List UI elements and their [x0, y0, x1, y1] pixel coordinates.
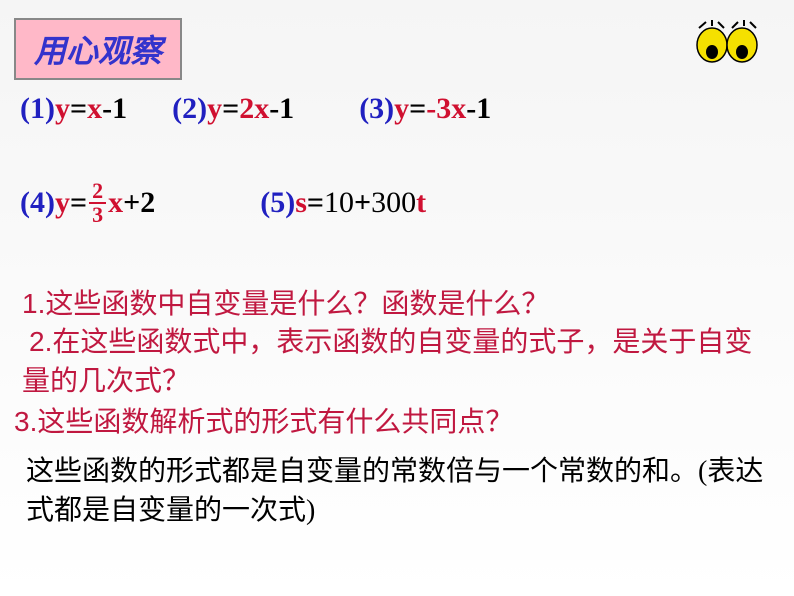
eq2-coef: 2: [239, 92, 254, 126]
answer-text: 这些函数的形式都是自变量的常数倍与一个常数的和。(表达式都是自变量的一次式): [26, 452, 766, 530]
eq2-eq: =: [222, 92, 239, 126]
header-title-box: 用心观察: [14, 18, 182, 80]
eq5-plus: +: [354, 186, 371, 220]
equations-row-1: (1) y= x-1 (2) y= 2x-1 (3) y= -3x-1: [20, 90, 491, 126]
q2-num: 2.: [29, 326, 52, 357]
eq2-lhs: y: [207, 92, 222, 126]
eq3-rest: -1: [466, 92, 491, 126]
eq4-label: (4): [20, 186, 55, 220]
eyes-icon: [694, 20, 764, 65]
eq5-n2: 300: [371, 186, 416, 220]
eq5-var: t: [416, 186, 426, 220]
eq3-var: x: [451, 92, 466, 126]
eq1-rest: -1: [102, 92, 127, 126]
eq2-rest: -1: [269, 92, 294, 126]
eq1-eq: =: [70, 92, 87, 126]
q1-text: 这些函数中自变量是什么？函数是什么？: [45, 289, 549, 320]
q3-num: 3.: [14, 406, 37, 437]
eq4-num: 2: [89, 180, 106, 204]
eq4-eq: =: [70, 186, 87, 220]
eq4-fraction: 23: [89, 180, 106, 226]
eq4-var: x: [108, 186, 123, 220]
eq3-eq: =: [409, 92, 426, 126]
question-2: 2.在这些函数式中，表示函数的自变量的式子，是关于自变量的几次式？: [22, 322, 762, 401]
q2-text: 在这些函数式中，表示函数的自变量的式子，是关于自变量的几次式？: [22, 327, 752, 397]
eq2-var: x: [254, 92, 269, 126]
q3-text: 这些函数解析式的形式有什么共同点？: [37, 407, 513, 438]
eq5-lhs: s: [295, 186, 307, 220]
eq1-lhs: y: [55, 92, 70, 126]
eq4-rest: +2: [123, 186, 155, 220]
header-title: 用心观察: [34, 33, 162, 69]
eq5-label: (5): [260, 186, 295, 220]
question-1: 1.这些函数中自变量是什么？函数是什么？: [22, 282, 549, 322]
answer-content: 这些函数的形式都是自变量的常数倍与一个常数的和。(表达式都是自变量的一次式): [26, 456, 763, 526]
eq5-n1: 10: [324, 186, 354, 220]
equations-row-2: (4) y= 23x+2 (5) s= 10 + 300t: [20, 180, 426, 226]
eq1-label: (1): [20, 92, 55, 126]
eq3-label: (3): [359, 92, 394, 126]
eq1-var: x: [87, 92, 102, 126]
eq4-lhs: y: [55, 186, 70, 220]
eq5-eq: =: [307, 186, 324, 220]
q1-num: 1.: [22, 288, 45, 319]
eq3-coef: -3: [426, 92, 451, 126]
eq3-lhs: y: [394, 92, 409, 126]
eq4-den: 3: [89, 204, 106, 226]
question-3: 3.这些函数解析式的形式有什么共同点？: [14, 400, 513, 440]
eq2-label: (2): [172, 92, 207, 126]
